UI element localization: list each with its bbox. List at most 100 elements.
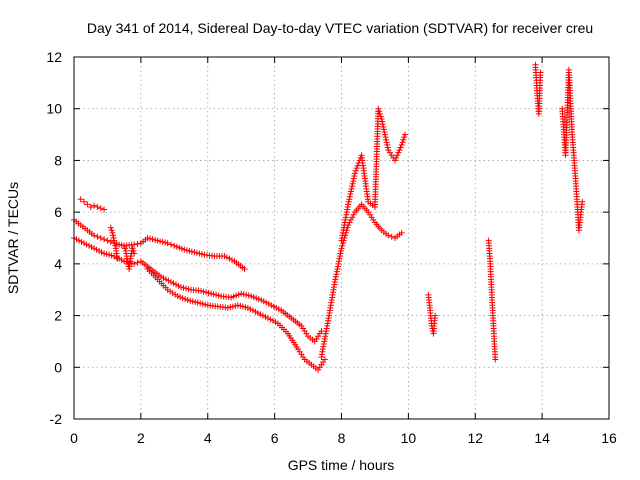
data-point — [208, 290, 215, 297]
data-point — [224, 304, 231, 311]
data-point — [331, 278, 338, 285]
data-point — [183, 247, 190, 254]
data-point — [118, 242, 125, 249]
data-point — [337, 250, 344, 257]
data-point — [243, 291, 250, 298]
data-point — [378, 116, 385, 123]
data-point — [250, 294, 257, 301]
data-point — [131, 241, 138, 248]
data-point — [88, 244, 95, 251]
data-point — [264, 315, 271, 322]
data-point — [127, 253, 134, 260]
data-point — [381, 131, 388, 138]
data-point — [205, 289, 212, 296]
data-point — [376, 110, 383, 117]
x-tick-label: 0 — [70, 430, 78, 446]
data-point — [347, 188, 354, 195]
data-point — [377, 113, 384, 120]
ticks: 0 2 4 6 8 10 12 14 16 -2 0 2 4 6 8 10 12 — [46, 49, 617, 446]
data-point — [333, 271, 340, 278]
data-point — [167, 278, 174, 285]
data-point — [184, 297, 191, 304]
data-point — [228, 256, 235, 263]
data-point — [257, 311, 264, 318]
data-point — [188, 248, 195, 255]
data-point — [178, 245, 185, 252]
data-point — [77, 196, 84, 203]
data-point — [94, 203, 101, 210]
data-point — [215, 292, 222, 299]
data-point — [321, 356, 328, 363]
data-point — [394, 152, 401, 159]
data-point — [97, 235, 104, 241]
data-point — [91, 232, 98, 239]
data-point — [336, 253, 343, 260]
data-point — [351, 170, 358, 177]
data-point — [221, 253, 228, 260]
data-point — [81, 240, 88, 247]
data-point — [336, 255, 343, 262]
data-point — [354, 162, 361, 169]
data-point — [232, 302, 239, 309]
x-tick-label: 6 — [271, 430, 279, 446]
data-point — [162, 276, 169, 283]
data-point — [110, 232, 117, 239]
data-point — [196, 250, 203, 257]
data-point — [159, 238, 166, 245]
data-point — [240, 291, 247, 298]
x-tick-label: 2 — [137, 430, 145, 446]
data-point — [91, 245, 98, 252]
data-point — [81, 198, 88, 205]
data-point — [345, 198, 352, 205]
data-point — [399, 139, 406, 146]
data-point — [393, 154, 400, 161]
data-point — [258, 297, 265, 304]
data-point — [267, 316, 274, 323]
data-point — [248, 293, 255, 300]
data-point — [350, 175, 357, 182]
x-tick-label: 16 — [601, 430, 617, 446]
data-point — [107, 224, 114, 231]
data-point — [270, 303, 277, 310]
data-point — [160, 275, 167, 282]
data-point — [263, 299, 270, 306]
data-point — [349, 214, 356, 221]
data-point — [157, 238, 164, 245]
data-point — [268, 302, 275, 309]
data-point — [87, 203, 94, 210]
data-point — [181, 246, 188, 253]
data-point — [334, 263, 341, 270]
data-point — [182, 296, 189, 303]
data-point — [400, 136, 407, 143]
data-point — [108, 252, 115, 259]
data-point — [242, 304, 249, 311]
chart-title: Day 341 of 2014, Sidereal Day-to-day VTE… — [87, 20, 593, 36]
data-point — [226, 255, 233, 262]
data-point — [134, 259, 141, 266]
data-point — [101, 236, 108, 243]
data-point — [198, 288, 205, 295]
data-point — [233, 292, 240, 299]
data-point — [157, 273, 164, 280]
data-point — [101, 250, 108, 257]
data-point — [94, 233, 101, 240]
data-point — [333, 268, 340, 275]
data-point — [203, 289, 210, 296]
data-point — [334, 266, 341, 273]
data-point — [350, 211, 357, 218]
data-point — [255, 296, 262, 303]
data-point — [397, 144, 404, 151]
data-point — [186, 247, 193, 254]
y-tick-label: 0 — [54, 359, 62, 375]
data-point — [118, 256, 125, 263]
data-point — [83, 241, 90, 248]
data-point — [269, 317, 276, 324]
data-point — [383, 139, 390, 146]
data-point — [230, 293, 237, 300]
data-point — [376, 108, 383, 115]
data-point — [347, 216, 354, 223]
data-point — [234, 302, 241, 309]
data-point — [193, 249, 200, 256]
